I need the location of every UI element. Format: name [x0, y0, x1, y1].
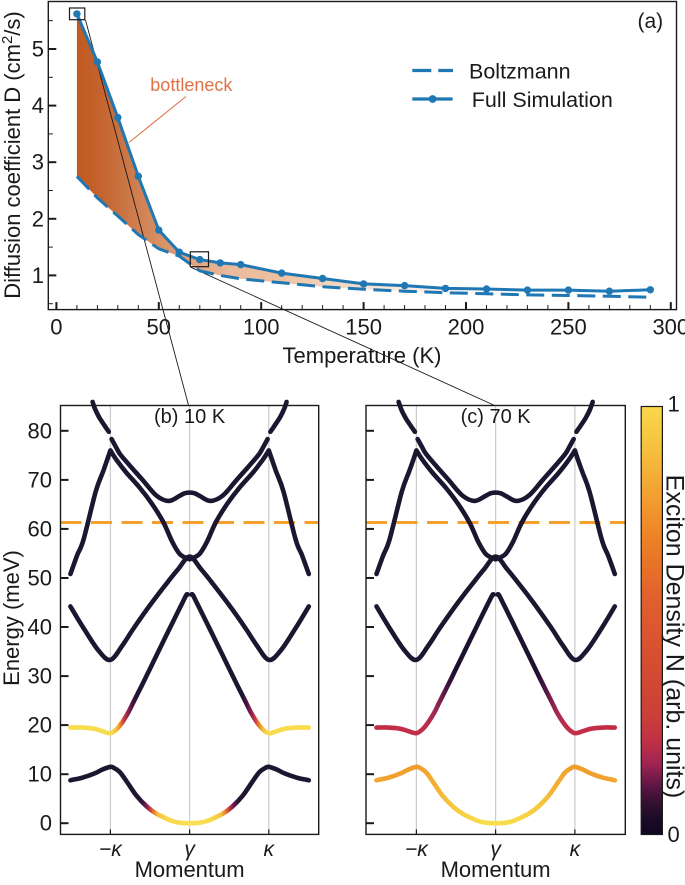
svg-text:Diffusion coefficient D (cm2/s: Diffusion coefficient D (cm2/s) [0, 11, 25, 299]
svg-text:80: 80 [28, 418, 52, 443]
svg-text:0: 0 [40, 811, 52, 836]
svg-text:250: 250 [550, 315, 587, 340]
svg-text:20: 20 [28, 713, 52, 738]
svg-text:(b) 10 K: (b) 10 K [154, 406, 226, 428]
svg-text:70: 70 [28, 467, 52, 492]
svg-text:Full Simulation: Full Simulation [472, 88, 613, 112]
svg-text:Exciton Density N (arb. units): Exciton Density N (arb. units) [661, 475, 685, 799]
svg-text:50: 50 [147, 315, 171, 340]
svg-text:60: 60 [28, 516, 52, 541]
svg-text:Boltzmann: Boltzmann [469, 59, 571, 83]
svg-text:1: 1 [32, 263, 44, 288]
svg-text:100: 100 [243, 315, 280, 340]
svg-text:0: 0 [50, 315, 62, 340]
svg-text:50: 50 [28, 566, 52, 591]
svg-text:−κ: −κ [405, 838, 429, 861]
svg-text:−κ: −κ [99, 838, 123, 861]
svg-text:10: 10 [28, 762, 52, 787]
svg-text:Energy (meV): Energy (meV) [0, 550, 24, 686]
svg-text:Momentum: Momentum [135, 857, 245, 880]
svg-text:4: 4 [32, 93, 44, 118]
svg-text:30: 30 [28, 664, 52, 689]
svg-text:3: 3 [32, 150, 44, 175]
svg-text:Momentum: Momentum [441, 857, 551, 880]
svg-text:2: 2 [32, 206, 44, 231]
svg-text:300: 300 [652, 315, 685, 340]
svg-text:0: 0 [668, 822, 680, 847]
svg-text:1: 1 [668, 392, 680, 417]
svg-text:5: 5 [32, 37, 44, 62]
svg-text:150: 150 [345, 315, 382, 340]
svg-text:(a): (a) [638, 10, 664, 33]
svg-text:Temperature (K): Temperature (K) [283, 343, 442, 368]
svg-text:40: 40 [28, 615, 52, 640]
svg-text:κ: κ [570, 838, 582, 861]
svg-text:bottleneck: bottleneck [150, 75, 233, 95]
svg-text:200: 200 [448, 315, 485, 340]
svg-text:κ: κ [264, 838, 276, 861]
svg-text:(c) 70 K: (c) 70 K [461, 406, 532, 428]
